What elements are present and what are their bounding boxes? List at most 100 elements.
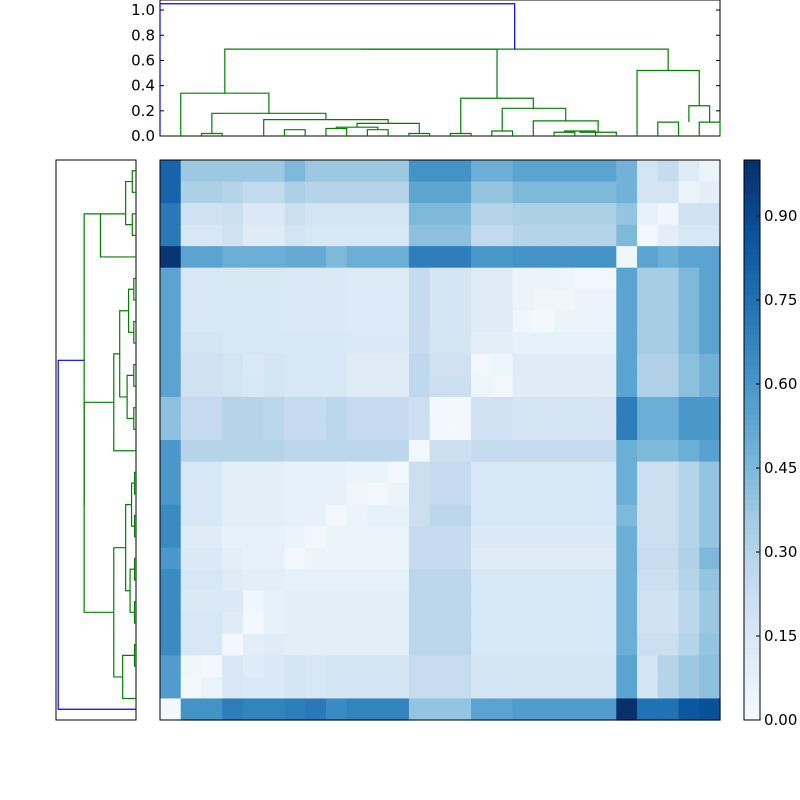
heatmap-cell	[699, 353, 721, 376]
heatmap-cell	[616, 612, 638, 635]
heatmap-cell	[429, 461, 451, 484]
heatmap-cell	[616, 461, 638, 484]
heatmap-cell	[429, 612, 451, 635]
heatmap-cell	[263, 418, 286, 441]
heatmap-cell	[284, 698, 306, 721]
heatmap-cell	[367, 203, 389, 226]
heatmap-cell	[491, 461, 514, 484]
left-dendrogram-link	[133, 514, 136, 538]
heatmap-cell	[595, 526, 617, 549]
heatmap-cell	[512, 547, 534, 570]
heatmap-cell	[554, 332, 576, 355]
colorbar-segment	[744, 575, 760, 581]
heatmap-cell	[263, 590, 286, 613]
heatmap-cell	[554, 461, 576, 484]
colorbar-segment	[744, 225, 760, 231]
heatmap-cell	[284, 181, 306, 204]
heatmap-cell	[554, 310, 576, 333]
colorbar-segment	[744, 605, 760, 611]
heatmap-cell	[263, 526, 286, 549]
heatmap-cell	[346, 612, 369, 635]
heatmap-cell	[367, 461, 389, 484]
colorbar-segment	[744, 360, 760, 366]
heatmap-cell	[699, 267, 721, 290]
heatmap-cell	[657, 590, 680, 613]
heatmap-cell	[429, 676, 451, 700]
heatmap-cell	[242, 504, 265, 527]
heatmap-cell	[180, 353, 203, 376]
heatmap-cell	[616, 676, 638, 700]
heatmap-cell	[574, 569, 597, 592]
heatmap-cell	[201, 440, 223, 463]
heatmap-cell	[699, 504, 721, 527]
heatmap-cell	[180, 590, 203, 613]
left-dendrogram-link	[99, 213, 136, 258]
left-dendrogram-link	[133, 277, 136, 301]
heatmap-cell	[533, 612, 555, 635]
heatmap-cell	[346, 418, 369, 441]
heatmap-cell	[222, 590, 244, 613]
top-dendrogram-frame	[159, 0, 721, 137]
heatmap-cell	[263, 160, 286, 183]
heatmap-cell	[657, 246, 680, 269]
heatmap-cell	[408, 203, 431, 226]
colorbar-segment	[744, 395, 760, 401]
colorbar-segment	[744, 365, 760, 371]
heatmap-cell	[201, 310, 223, 333]
colorbar-frame	[743, 159, 761, 721]
heatmap-cell	[657, 375, 680, 398]
heatmap-cell	[491, 526, 514, 549]
heatmap-cell	[616, 418, 638, 441]
heatmap-cell	[595, 590, 617, 613]
heatmap-cell	[471, 332, 493, 355]
colorbar-segment	[744, 235, 760, 241]
heatmap-cell	[595, 440, 617, 463]
heatmap-cell	[222, 289, 244, 312]
heatmap-cell	[574, 526, 597, 549]
heatmap-cell	[346, 267, 369, 290]
colorbar-segment	[744, 495, 760, 501]
heatmap-cell	[533, 461, 555, 484]
heatmap-cell	[242, 160, 265, 183]
colorbar-segment	[744, 255, 760, 261]
colorbar-segment	[744, 195, 760, 201]
heatmap-cell	[574, 246, 597, 269]
heatmap-cell	[180, 267, 203, 290]
heatmap-cell	[491, 160, 514, 183]
heatmap-cell	[367, 504, 389, 527]
heatmap-cell	[678, 246, 700, 269]
heatmap-cell	[512, 483, 534, 506]
heatmap-cell	[616, 504, 638, 527]
heatmap-cell	[346, 310, 369, 333]
left-dendrogram-link	[131, 213, 136, 236]
heatmap-cell	[408, 547, 431, 570]
heatmap-cell	[429, 203, 451, 226]
heatmap-cell	[637, 160, 659, 183]
colorbar-segment	[744, 705, 760, 711]
heatmap-cell	[263, 655, 286, 678]
heatmap-cell	[305, 526, 327, 549]
heatmap-cell	[554, 676, 576, 700]
heatmap-cell	[491, 440, 514, 463]
heatmap-cell	[554, 267, 576, 290]
heatmap-cell	[201, 676, 223, 700]
colorbar-segment	[744, 390, 760, 396]
colorbar-segment	[744, 510, 760, 516]
colorbar-segment	[744, 670, 760, 676]
heatmap-cell	[491, 353, 514, 376]
heatmap-cell	[574, 353, 597, 376]
heatmap-cell	[180, 396, 203, 420]
heatmap-cell	[222, 698, 244, 721]
heatmap-cell	[595, 504, 617, 527]
heatmap-cell	[450, 181, 472, 204]
colorbar-segment	[744, 450, 760, 456]
heatmap-cell	[325, 396, 348, 420]
heatmap-cell	[616, 310, 638, 333]
heatmap-cell	[657, 418, 680, 441]
heatmap-cell	[678, 461, 700, 484]
heatmap-cell	[616, 332, 638, 355]
colorbar-segment	[744, 370, 760, 376]
heatmap-cell	[512, 418, 534, 441]
heatmap-cell	[678, 698, 700, 721]
heatmap-cell	[491, 504, 514, 527]
